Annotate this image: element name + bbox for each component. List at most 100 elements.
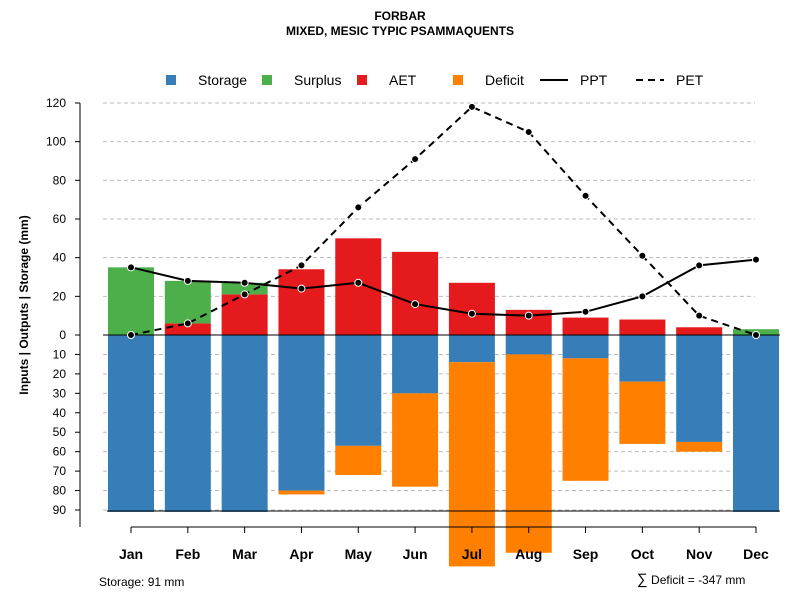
aet-bar (562, 317, 609, 335)
deficit-bar (278, 490, 325, 495)
y-tick-label: 60 (53, 445, 67, 459)
y-tick-label: 60 (53, 212, 67, 226)
storage-bar (562, 335, 609, 359)
pet-point (240, 290, 249, 299)
storage-bar (335, 335, 382, 446)
ppt-point (581, 307, 590, 316)
pet-point (127, 331, 135, 339)
x-tick-label: Jun (403, 546, 428, 562)
y-tick-label: 90 (53, 503, 67, 517)
ppt-point (354, 278, 363, 287)
legend-label: AET (389, 72, 417, 88)
ppt-point (638, 292, 647, 301)
y-tick-label: 40 (53, 406, 67, 420)
storage-bar (733, 335, 779, 512)
x-tick-label: Sep (573, 546, 599, 562)
deficit-bar (448, 362, 495, 567)
storage-bar (448, 335, 495, 363)
legend-label: Deficit (485, 72, 524, 88)
pet-point (752, 331, 760, 339)
sum-symbol: ∑ (637, 571, 648, 588)
storage-bar (221, 335, 268, 512)
pet-point (581, 191, 590, 200)
chart-title: FORBAR (374, 9, 426, 23)
pet-line (130, 105, 757, 336)
deficit-bar (392, 393, 439, 487)
y-tick-label: 100 (46, 135, 66, 149)
y-tick-label: 50 (53, 425, 67, 439)
x-tick-label: Oct (631, 546, 655, 562)
deficit-bar (335, 445, 382, 475)
storage-bar (278, 335, 325, 491)
legend-label: PET (676, 72, 704, 88)
x-tick-label: May (345, 546, 372, 562)
aet-bar (392, 251, 439, 335)
chart-subtitle: MIXED, MESIC TYPIC PSAMMAQUENTS (285, 24, 515, 38)
x-tick-label: Aug (515, 546, 542, 562)
ppt-point (183, 276, 192, 285)
aet-bar (278, 269, 325, 335)
x-tick-label: Nov (686, 546, 713, 562)
deficit-bar (619, 381, 666, 444)
legend-swatch (262, 75, 272, 85)
y-tick-label: 30 (53, 386, 67, 400)
deficit-bar (562, 358, 609, 481)
y-tick-label: 20 (53, 367, 67, 381)
pet-point (297, 261, 306, 270)
ppt-point (695, 261, 704, 270)
aet-bar (221, 294, 268, 335)
storage-bar (505, 335, 552, 355)
legend-swatch (453, 75, 463, 85)
storage-total: Storage: 91 mm (99, 575, 185, 589)
ppt-point (524, 311, 533, 320)
y-tick-label: 80 (53, 173, 67, 187)
legend-label: PPT (580, 72, 608, 88)
pet-point (524, 128, 533, 136)
y-tick-label: 20 (53, 289, 67, 303)
storage-bar (392, 335, 439, 394)
pet-point (638, 251, 647, 260)
y-tick-label: 0 (59, 328, 66, 342)
ppt-point (752, 255, 760, 264)
ppt-point (411, 300, 420, 309)
y-tick-label: 40 (53, 251, 67, 265)
storage-bar (164, 335, 211, 512)
deficit-bar (505, 354, 552, 553)
y-tick-label: 10 (53, 347, 67, 361)
storage-bar (619, 335, 666, 382)
storage-bar (676, 335, 723, 442)
pet-point (183, 319, 192, 328)
pet-point (467, 102, 476, 111)
pet-point (354, 203, 363, 212)
x-tick-label: Jul (462, 546, 482, 562)
ppt-point (240, 278, 249, 287)
ppt-line (130, 258, 757, 317)
x-tick-label: Mar (232, 546, 257, 562)
surplus-bar (164, 280, 211, 324)
y-tick-label: 70 (53, 464, 67, 478)
deficit-total: ∑ Deficit = -347 mm (637, 571, 745, 588)
y-tick-label: 120 (46, 96, 66, 110)
storage-bar (108, 335, 154, 512)
surplus-bar (221, 282, 268, 295)
legend-swatch (166, 75, 176, 85)
aet-bar (619, 319, 666, 335)
ppt-point (127, 263, 135, 272)
surplus-bar (108, 267, 154, 335)
ppt-point (297, 284, 306, 293)
x-tick-label: Feb (175, 546, 200, 562)
y-axis-label: Inputs | Outputs | Storage (mm) (17, 215, 31, 394)
deficit-total-label: Deficit = -347 mm (651, 573, 746, 587)
x-tick-label: Jan (119, 546, 143, 562)
x-tick-label: Dec (743, 546, 769, 562)
x-tick-label: Apr (289, 546, 314, 562)
legend-label: Surplus (294, 72, 341, 88)
pet-point (411, 155, 420, 164)
ppt-point (467, 309, 476, 318)
aet-bar (676, 327, 723, 335)
aet-bar (164, 323, 211, 335)
deficit-bar (676, 441, 723, 452)
pet-point (695, 311, 704, 320)
aet-bar (448, 282, 495, 335)
